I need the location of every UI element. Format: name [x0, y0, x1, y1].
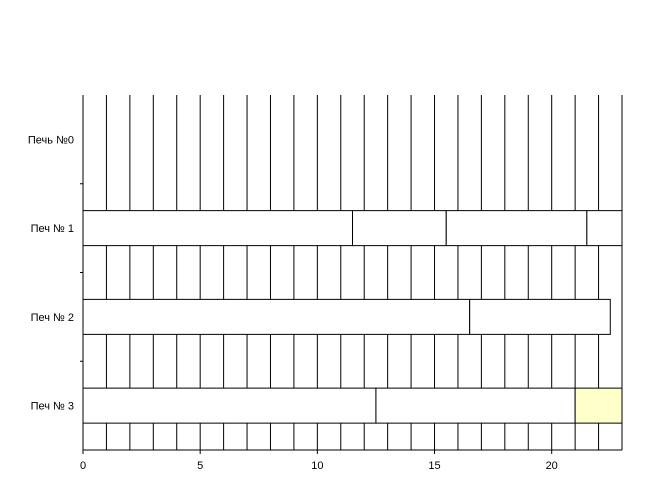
x-tick-label: 0 — [80, 460, 86, 472]
axis-labels: 0 5 10 15 20 Печь №0 Печ № 1 Печ № 2 Печ № 3 — [28, 134, 558, 472]
task-bar — [352, 210, 447, 247]
y-category-label: Печь №0 — [28, 134, 74, 146]
x-tick-label: 15 — [428, 460, 440, 472]
y-category-label: Печ № 1 — [31, 223, 74, 235]
task-bar — [82, 298, 471, 335]
x-tick-label: 10 — [311, 460, 323, 472]
task-bar — [82, 387, 377, 424]
y-category-label: Печ № 3 — [31, 401, 74, 413]
task-bar — [469, 298, 611, 335]
task-bars — [82, 210, 623, 424]
task-bar — [445, 210, 588, 247]
axes — [80, 95, 623, 454]
x-tick-label: 5 — [197, 460, 203, 472]
y-category-label: Печ № 2 — [31, 312, 74, 324]
task-bar — [574, 387, 623, 424]
task-bar — [375, 387, 576, 424]
x-tick-label: 20 — [546, 460, 558, 472]
task-bar — [586, 210, 623, 247]
task-bar — [82, 210, 353, 247]
